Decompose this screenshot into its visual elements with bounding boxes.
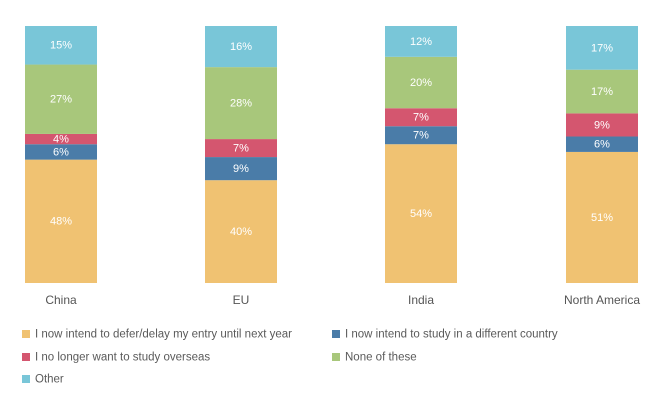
bar-segment-china-i-no-longer-want-to-study-overseas (25, 133, 97, 145)
category-label-china: China (45, 293, 77, 307)
legend-swatch-none-of-these (332, 353, 340, 361)
data-label-china-none-of-these: 27% (50, 94, 72, 106)
data-label-india-i-now-intend-to-study-in-a-different-country: 7% (413, 130, 429, 142)
data-label-eu-i-now-intend-to-study-in-a-different-country: 9% (233, 163, 249, 175)
data-label-north-america-i-no-longer-want-to-study-overseas: 9% (594, 119, 610, 131)
data-label-eu-i-now-intend-to-defer-delay-my-entry-until-next-year: 40% (230, 226, 252, 238)
legend: I now intend to defer/delay my entry unt… (22, 329, 558, 386)
legend-label-i-no-longer-want-to-study-overseas: I no longer want to study overseas (35, 352, 210, 364)
data-label-north-america-i-now-intend-to-defer-delay-my-entry-until-next-year: 51% (591, 212, 613, 224)
bar-segment-eu-i-now-intend-to-defer-delay-my-entry-until-next-year (205, 180, 277, 283)
bar-segment-eu-other (205, 26, 277, 68)
bar-segment-china-i-now-intend-to-study-in-a-different-country (25, 144, 97, 160)
bar-segment-eu-i-no-longer-want-to-study-overseas (205, 139, 277, 158)
bar-segment-india-i-no-longer-want-to-study-overseas (385, 108, 457, 127)
bar-segment-north-america-i-no-longer-want-to-study-overseas (566, 113, 638, 137)
bar-segment-eu-none-of-these (205, 67, 277, 140)
bar-segment-china-other (25, 26, 97, 65)
category-labels: China EU India North America (45, 293, 640, 307)
data-label-north-america-other: 17% (591, 42, 613, 54)
legend-item-other: Other (22, 374, 64, 386)
category-label-north-america: North America (564, 293, 640, 307)
data-label-china-i-now-intend-to-study-in-a-different-country: 6% (53, 146, 69, 158)
data-label-eu-i-no-longer-want-to-study-overseas: 7% (233, 142, 249, 154)
data-label-eu-none-of-these: 28% (230, 98, 252, 110)
data-label-india-other: 12% (410, 36, 432, 48)
data-label-india-i-now-intend-to-defer-delay-my-entry-until-next-year: 54% (410, 208, 432, 220)
legend-label-none-of-these: None of these (345, 352, 417, 364)
legend-swatch-i-now-intend-to-defer-delay-my-entry-until-next-year (22, 330, 30, 338)
legend-swatch-i-no-longer-want-to-study-overseas (22, 353, 30, 361)
data-label-north-america-i-now-intend-to-study-in-a-different-country: 6% (594, 139, 610, 151)
bars-layer: 48%6%4%27%15%40%9%7%28%16%54%7%7%20%12%5… (25, 26, 638, 283)
bar-segment-north-america-other (566, 26, 638, 70)
bar-segment-eu-i-now-intend-to-study-in-a-different-country (205, 157, 277, 181)
legend-item-i-no-longer-want-to-study-overseas: I no longer want to study overseas (22, 352, 210, 364)
bar-segment-china-none-of-these (25, 64, 97, 134)
category-label-eu: EU (233, 293, 250, 307)
legend-item-none-of-these: None of these (332, 352, 417, 364)
legend-swatch-i-now-intend-to-study-in-a-different-country (332, 330, 340, 338)
bar-segment-india-none-of-these (385, 56, 457, 109)
data-label-india-none-of-these: 20% (410, 77, 432, 89)
legend-swatch-other (22, 375, 30, 383)
legend-item-i-now-intend-to-study-in-a-different-country: I now intend to study in a different cou… (332, 329, 558, 341)
bar-segment-india-i-now-intend-to-study-in-a-different-country (385, 126, 457, 145)
data-label-eu-other: 16% (230, 41, 252, 53)
bar-segment-india-other (385, 26, 457, 57)
legend-label-other: Other (35, 374, 64, 386)
bar-segment-north-america-i-now-intend-to-defer-delay-my-entry-until-next-year (566, 151, 638, 283)
bar-segment-north-america-none-of-these (566, 69, 638, 114)
data-label-china-i-now-intend-to-defer-delay-my-entry-until-next-year: 48% (50, 216, 72, 228)
legend-label-i-now-intend-to-defer-delay-my-entry-until-next-year: I now intend to defer/delay my entry unt… (35, 329, 292, 341)
bar-segment-india-i-now-intend-to-defer-delay-my-entry-until-next-year (385, 144, 457, 283)
data-label-china-other: 15% (50, 40, 72, 52)
legend-label-i-now-intend-to-study-in-a-different-country: I now intend to study in a different cou… (345, 329, 558, 341)
data-label-india-i-no-longer-want-to-study-overseas: 7% (413, 112, 429, 124)
legend-item-i-now-intend-to-defer-delay-my-entry-until-next-year: I now intend to defer/delay my entry unt… (22, 329, 292, 341)
bar-segment-north-america-i-now-intend-to-study-in-a-different-country (566, 136, 638, 152)
category-label-india: India (408, 293, 434, 307)
data-label-china-i-no-longer-want-to-study-overseas: 4% (53, 133, 69, 145)
bar-segment-china-i-now-intend-to-defer-delay-my-entry-until-next-year (25, 159, 97, 283)
data-label-north-america-none-of-these: 17% (591, 86, 613, 98)
